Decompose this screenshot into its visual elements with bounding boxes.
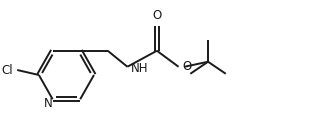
Text: N: N xyxy=(44,97,53,110)
Text: O: O xyxy=(152,9,161,22)
Text: NH: NH xyxy=(131,62,149,75)
Text: O: O xyxy=(182,60,192,73)
Text: Cl: Cl xyxy=(2,63,13,76)
